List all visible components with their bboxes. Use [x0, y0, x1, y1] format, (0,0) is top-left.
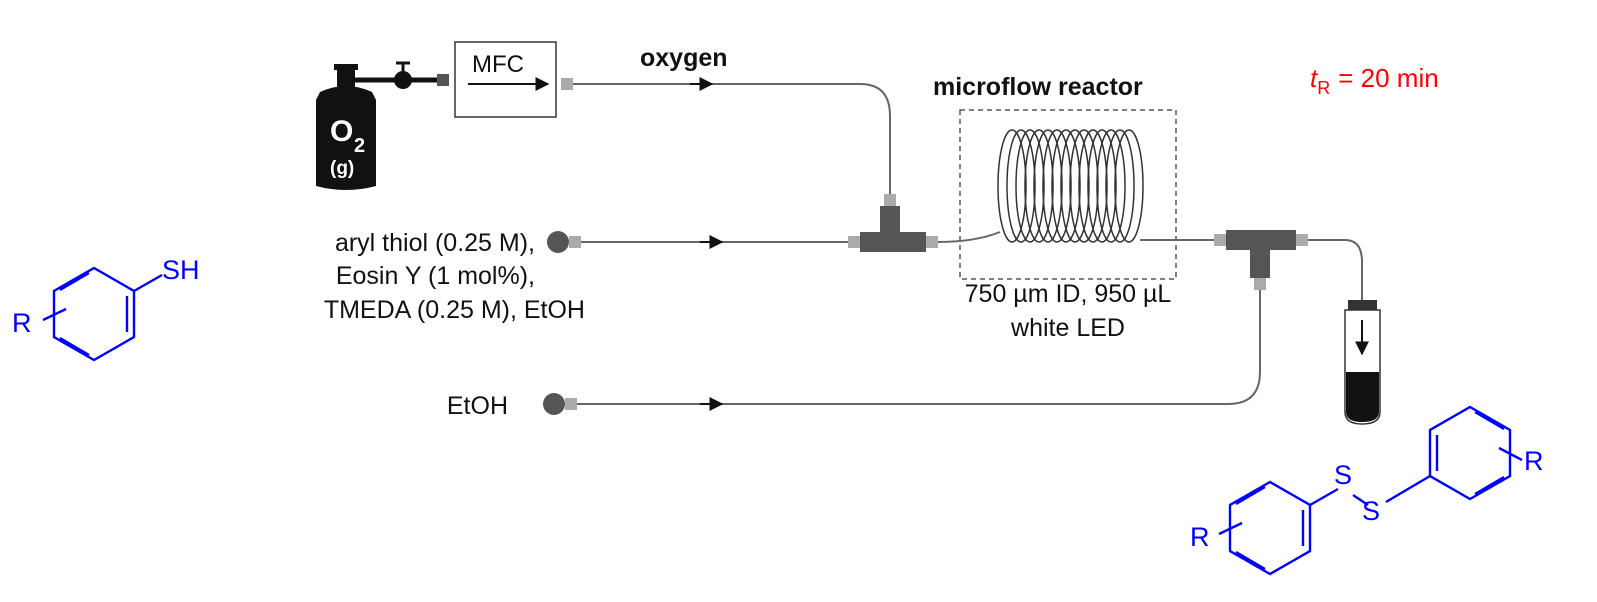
oxygen-stream-label: oxygen	[640, 44, 728, 72]
coil-loop	[1096, 129, 1126, 243]
reagent-line-2: Eosin Y (1 mol%),	[336, 262, 535, 290]
reactor-spec-2: white LED	[1010, 314, 1125, 342]
outlet-tubing	[1308, 239, 1363, 300]
coil-loop	[1105, 129, 1135, 243]
coil-loop	[1060, 129, 1090, 243]
thiol-group-label: SH	[162, 255, 200, 285]
reagent-line-1: aryl thiol (0.25 M),	[335, 229, 535, 257]
coil-loop	[1114, 129, 1144, 243]
valve-icon	[394, 71, 412, 89]
mass-flow-controller: MFC	[454, 41, 573, 118]
oxygen-cylinder: O 2 (g)	[316, 64, 376, 190]
reactant-substituent: R	[12, 308, 32, 338]
coil-loop	[997, 129, 1027, 243]
coil-loop	[1051, 129, 1081, 243]
solvent-pump	[543, 393, 565, 415]
coil-loop	[1078, 129, 1108, 243]
reactor-inlet-tubing	[937, 231, 1001, 243]
coil-loop	[1015, 129, 1045, 243]
reactor-box	[959, 109, 1177, 280]
product-sulfur-2: S	[1362, 496, 1380, 526]
coil-loop	[1033, 129, 1063, 243]
reactor-coil	[997, 129, 1144, 243]
reagent-line-3: TMEDA (0.25 M), EtOH	[324, 296, 585, 324]
mfc-label: MFC	[472, 51, 524, 78]
cylinder-label: O	[330, 115, 353, 148]
product-substituent-right: R	[1524, 446, 1544, 476]
coil-loop	[1006, 129, 1036, 243]
regulator-assembly	[355, 61, 449, 89]
coil-loop	[1087, 129, 1117, 243]
product-substituent-left: R	[1190, 522, 1210, 552]
coil-loop	[1024, 129, 1054, 243]
t-mixer-2	[1214, 230, 1308, 290]
reagent-pump	[547, 231, 569, 253]
product-sulfur-1: S	[1334, 460, 1352, 490]
t-mixer-1	[848, 194, 938, 252]
reactor-title: microflow reactor	[933, 73, 1143, 101]
product-structure	[1218, 405, 1523, 576]
solvent-tubing	[577, 290, 1261, 405]
oxygen-tubing	[573, 83, 891, 195]
residence-time-label: tR = 20 min	[1310, 63, 1439, 98]
solvent-label: EtOH	[447, 392, 508, 420]
coil-loop	[1069, 129, 1099, 243]
cylinder-subscript: 2	[354, 135, 365, 157]
coil-loop	[1042, 129, 1072, 243]
cylinder-phase: (g)	[330, 158, 354, 179]
collection-vial	[1344, 300, 1381, 425]
reactor-spec-1: 750 µm ID, 950 µL	[965, 280, 1172, 308]
reactant-structure	[42, 266, 163, 362]
